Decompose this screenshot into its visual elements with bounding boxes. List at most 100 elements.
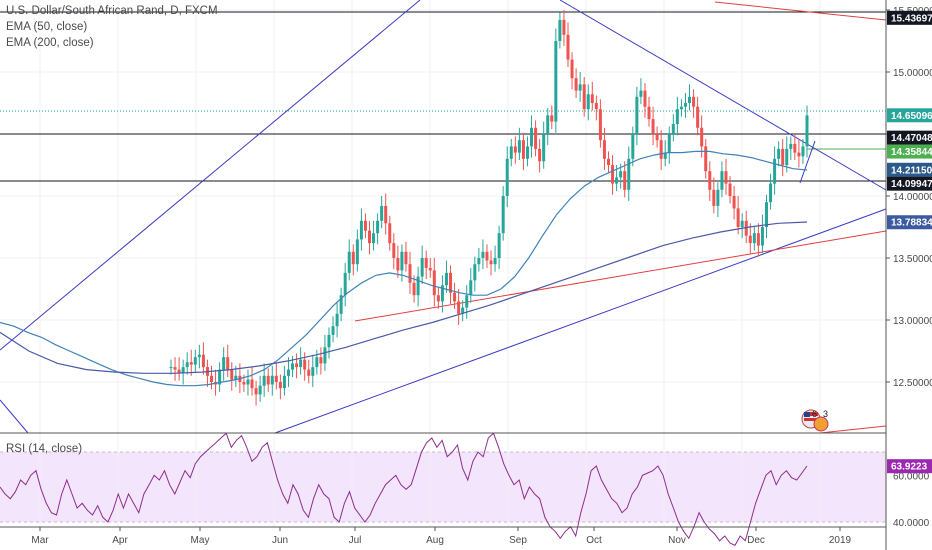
candle-body	[712, 189, 716, 206]
candle-body	[262, 375, 266, 386]
ema200-legend[interactable]: EMA (200, close)	[6, 37, 94, 49]
ema200-line	[0, 221, 808, 374]
price-tag-label: 14.09947	[891, 179, 932, 190]
candle-body	[797, 152, 801, 157]
candle-body	[250, 379, 254, 389]
candle-body	[222, 357, 226, 370]
candle-body	[266, 375, 270, 385]
candle-body	[339, 295, 343, 314]
candle-body	[663, 152, 667, 159]
candle-body	[736, 208, 740, 227]
candle-body	[234, 375, 238, 380]
candle-body	[517, 140, 521, 153]
candle-body	[525, 146, 529, 159]
price-tag-label: 13.78834	[891, 218, 932, 229]
candle-body	[343, 272, 347, 296]
candle-body	[323, 347, 327, 364]
candle-body	[473, 264, 477, 281]
candle-body	[311, 367, 315, 376]
candle-body	[530, 127, 534, 147]
upper-red-line	[714, 1, 887, 21]
candle-body	[744, 220, 748, 236]
candle-body	[542, 134, 546, 162]
candle-body	[769, 183, 773, 203]
candle-body	[388, 223, 392, 244]
candle-body	[274, 375, 278, 382]
price-tag-box	[887, 162, 932, 177]
candle-body	[408, 264, 412, 283]
candle-body	[594, 103, 598, 110]
candle-body	[169, 367, 173, 369]
candle-body	[708, 171, 712, 190]
candles	[169, 10, 809, 406]
candle-body	[347, 251, 351, 273]
candle-body	[367, 230, 371, 244]
candle-body	[307, 369, 311, 376]
candle-body	[748, 235, 752, 244]
candle-body	[181, 367, 185, 374]
candle-body	[598, 109, 602, 141]
candle-body	[781, 148, 785, 165]
rsi-tick-label: 40.0000	[893, 518, 930, 529]
candle-body	[785, 148, 789, 165]
candle-body	[246, 379, 250, 385]
candle-body	[416, 276, 420, 296]
candle-body	[449, 272, 453, 293]
lower-red-line	[819, 425, 887, 434]
candle-body	[489, 260, 493, 265]
candle-body	[546, 115, 550, 134]
candle-body	[578, 84, 582, 91]
candle-body	[331, 326, 335, 335]
candle-body	[679, 106, 683, 110]
candle-body	[521, 140, 525, 159]
price-tag-box	[887, 130, 932, 145]
ema50-legend[interactable]: EMA (50, close)	[6, 21, 88, 33]
price-tag-box	[887, 10, 932, 25]
candle-body	[303, 359, 307, 370]
candle-body	[740, 220, 744, 227]
event-markers[interactable]: 6 3	[801, 409, 829, 432]
candle-body	[724, 171, 728, 184]
candle-body	[619, 171, 623, 178]
candle-body	[505, 158, 509, 196]
candle-body	[801, 146, 805, 157]
candle-body	[327, 334, 331, 348]
candle-body	[671, 124, 675, 134]
candle-body	[623, 171, 627, 190]
candle-body	[270, 375, 274, 385]
candle-body	[497, 233, 501, 258]
candle-body	[534, 127, 538, 149]
candle-body	[611, 165, 615, 184]
time-axis[interactable]: Mar Apr May Jun Jul Aug Sep Oct Nov Dec 2019	[31, 527, 852, 546]
candle-body	[392, 243, 396, 258]
candle-body	[432, 270, 436, 296]
time-tick-label: May	[191, 535, 210, 546]
support-red-line	[354, 230, 887, 322]
candle-body	[586, 94, 590, 110]
candle-body	[675, 109, 679, 125]
rsi-tick-label: 60.0000	[893, 471, 930, 482]
candle-body	[720, 171, 724, 190]
rsi-legend: RSI (14, close)	[6, 441, 82, 457]
candle-body	[453, 292, 457, 302]
candle-body	[639, 90, 643, 97]
ema50-line	[0, 150, 808, 387]
corner-trend-line	[0, 399, 29, 434]
chart-title[interactable]: U.S. Dollar/South African Rand, D, FXCM	[6, 5, 218, 17]
price-tags: 15.43697 14.65096 14.47048 14.35844 14.21150…	[887, 10, 932, 474]
candle-body	[185, 362, 189, 368]
rsi-path	[0, 432, 808, 546]
candle-body	[319, 357, 323, 364]
price-tag-box	[887, 176, 932, 191]
candle-body	[396, 258, 400, 271]
price-tag-label: 14.35844	[891, 147, 932, 158]
candle-body	[647, 106, 651, 120]
trend-lines	[0, 0, 887, 434]
rsi-title[interactable]: RSI (14, close)	[6, 443, 83, 455]
candle-body	[282, 375, 286, 389]
candle-body	[404, 251, 408, 265]
candle-body	[590, 94, 594, 103]
candle-body	[602, 140, 606, 159]
za-flag-icon[interactable]	[813, 416, 829, 432]
